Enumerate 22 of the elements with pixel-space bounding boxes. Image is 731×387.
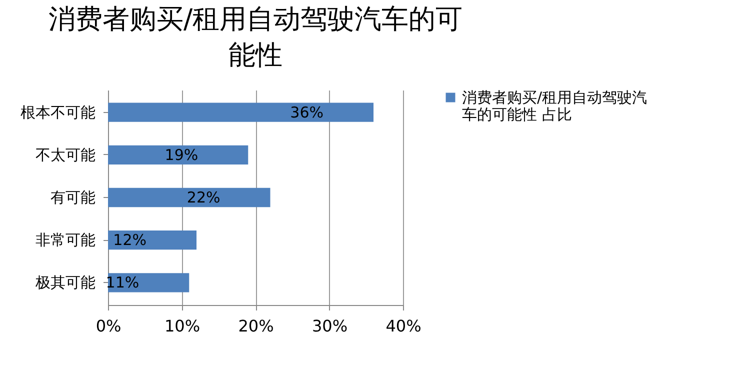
y-tick-label: 非常可能 [36, 231, 96, 250]
data-label: 12% [113, 231, 146, 250]
y-tick-label: 有可能 [50, 188, 96, 206]
data-label: 36% [290, 103, 324, 122]
bar [108, 188, 270, 208]
bar [108, 102, 374, 122]
chart-title: 消费者购买/租用自动驾驶汽车的可能性 [48, 4, 463, 71]
y-tick-label: 不太可能 [36, 146, 96, 164]
x-tick-label: 20% [238, 316, 274, 336]
data-label: 19% [164, 146, 198, 164]
data-label: 22% [186, 188, 220, 206]
x-tick-label: 40% [386, 316, 422, 336]
y-tick-label: 根本不可能 [20, 103, 96, 122]
y-tick-label: 极其可能 [34, 274, 96, 292]
data-label: 11% [106, 274, 140, 292]
x-tick-label: 0% [96, 316, 122, 336]
bar [108, 230, 196, 250]
bar [108, 273, 190, 292]
x-tick-label: 30% [312, 316, 348, 336]
bar [108, 145, 248, 165]
x-tick-label: 10% [164, 316, 200, 336]
legend-label: 消费者购买/租用自动驾驶汽车的可能性 占比 [462, 88, 648, 124]
